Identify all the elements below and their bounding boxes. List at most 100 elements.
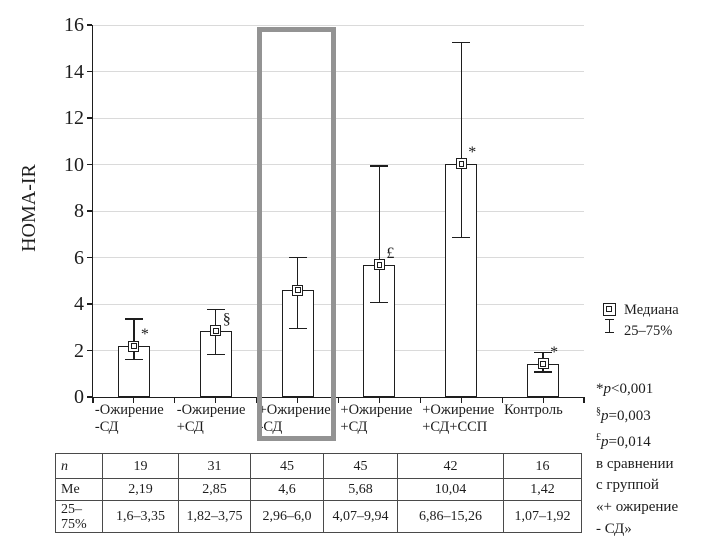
note-marker: § (596, 405, 601, 417)
whisker-cap-top (124, 318, 143, 320)
median-marker (373, 259, 385, 271)
plot-area: * § £ * * (87, 24, 585, 403)
whisker-cap-top (206, 309, 225, 311)
table-cell: 1,82–3,75 (178, 500, 251, 533)
note-line: - СД» (596, 520, 632, 537)
highlight-box (257, 27, 337, 441)
x-tick (133, 397, 135, 403)
whisker-cap-bottom (370, 301, 389, 304)
whisker (133, 319, 135, 360)
significance-symbol: * (468, 143, 477, 161)
x-tick (460, 397, 462, 403)
gridline (93, 24, 584, 26)
table-cell: 2,85 (178, 478, 251, 501)
whisker-cap-bottom (288, 327, 307, 329)
gridline (93, 350, 584, 351)
whisker (378, 165, 381, 303)
table-cell: 1,6–3,35 (102, 500, 179, 533)
table-cell: 16 (503, 453, 582, 479)
x-category-label-line: +СД (340, 418, 368, 435)
x-category-label: Контроль (504, 402, 590, 419)
x-category-label: -Ожирение +СД (177, 402, 263, 435)
x-category-label-line: +Ожирение (340, 402, 413, 418)
x-tick (215, 397, 217, 403)
x-category-label-line: -Ожирение (94, 402, 164, 418)
y-tick (87, 24, 92, 26)
whisker-cap-bottom (452, 236, 471, 239)
whisker-cap-top (288, 256, 307, 259)
median-marker (128, 340, 140, 352)
x-tick (337, 397, 340, 403)
y-tick (87, 303, 92, 305)
gridline (93, 257, 584, 258)
x-category-label-line: +СД (176, 418, 204, 435)
table-cell: 42 (397, 453, 504, 479)
x-category-label: -Ожирение -СД (95, 402, 181, 435)
x-tick (501, 397, 503, 403)
x-tick (256, 397, 258, 403)
legend-iqr-label: 25–75% (624, 323, 673, 339)
y-tick (87, 117, 92, 119)
median-marker (210, 325, 222, 337)
y-tick-label: 4 (74, 293, 84, 315)
table-cell: 4,6 (250, 478, 324, 501)
x-tick (583, 397, 585, 403)
table-row-header: n (55, 453, 103, 479)
x-category-label-line: -СД (94, 418, 119, 435)
median-marker-inner (540, 361, 547, 367)
median-marker (537, 358, 549, 370)
x-tick (378, 397, 380, 403)
gridline (93, 71, 584, 72)
whisker-cap-top (534, 351, 553, 353)
iqr-whisker-icon (603, 318, 616, 335)
y-tick (87, 163, 92, 166)
note-line: £p=0,014 (596, 432, 651, 451)
data-table: n 19 31 45 45 42 16 Me 2,19 2,85 4,6 5,68 10,04 1,42 2… (55, 453, 582, 533)
y-tick-label: 16 (64, 14, 84, 36)
median-marker-inner-icon (606, 306, 612, 312)
y-tick-label: 2 (74, 339, 84, 362)
median-marker-inner (294, 287, 301, 294)
whisker (460, 42, 462, 238)
note-line: §p=0,003 (596, 405, 651, 424)
table-cell: 19 (102, 453, 179, 479)
table-cell: 10,04 (397, 478, 504, 501)
gridline (93, 117, 584, 119)
table-cell: 1,07–1,92 (503, 500, 582, 533)
table-cell: 2,19 (102, 478, 179, 501)
y-tick-label: 8 (74, 200, 84, 222)
table-cell: 2,96–6,0 (250, 500, 324, 533)
table-cell: 6,86–15,26 (397, 500, 504, 533)
table-cell: 4,07–9,94 (323, 500, 398, 533)
gridline (93, 210, 584, 212)
median-marker-inner (376, 262, 383, 268)
note-line: *p<0,001 (596, 381, 654, 397)
significance-notes: *p<0,001 §p=0,003 £p=0,014 в сравнении с гру… (596, 379, 718, 540)
y-tick (87, 70, 92, 73)
significance-symbol: £ (386, 244, 395, 262)
whisker-cap-bottom (534, 371, 553, 373)
y-tick-label: 14 (64, 60, 84, 83)
gridline (93, 164, 584, 165)
x-category-label-line: +Ожирение (258, 402, 331, 418)
y-tick (87, 396, 92, 398)
x-category-label-line: -Ожирение (176, 402, 246, 418)
table-row-header: 25– 75% (55, 500, 103, 533)
median-marker-inner (458, 160, 465, 167)
median-marker-inner (131, 343, 137, 350)
legend-symbol (603, 300, 616, 342)
x-tick (419, 397, 421, 403)
x-category-label-line: +СД+ССП (422, 418, 488, 435)
median-marker (455, 158, 467, 170)
x-tick (92, 397, 94, 403)
y-tick (87, 210, 92, 212)
note-marker: * (596, 381, 604, 397)
x-category-label-line: -СД (258, 418, 283, 435)
x-category-label-line: Контроль (504, 402, 563, 418)
legend: Медиана 25–75% (603, 300, 679, 342)
legend-median-label: Медиана (624, 302, 679, 318)
table-cell: 45 (250, 453, 324, 479)
whisker-cap-top (370, 165, 389, 167)
x-tick (542, 397, 544, 403)
